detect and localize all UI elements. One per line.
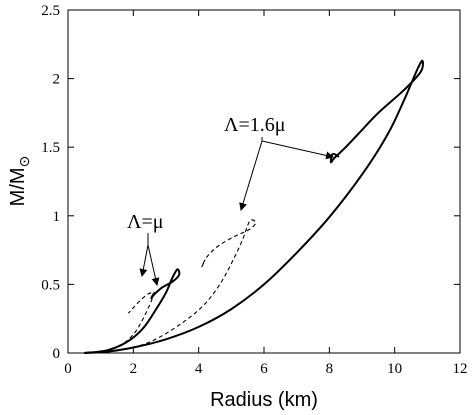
series-curve-1-dashed — [84, 219, 257, 354]
y-axis-label: M/M⊙ — [7, 156, 32, 207]
x-axis-label: Radius (km) — [210, 389, 318, 411]
y-tick-label: 0.5 — [41, 277, 60, 293]
arrow-1-6mu-right — [261, 137, 334, 160]
plot-frame — [67, 9, 461, 354]
y-tick-label: 1 — [53, 209, 61, 225]
x-tick-label: 8 — [326, 361, 334, 377]
y-tick-label: 2.5 — [41, 3, 60, 19]
curves-group — [84, 59, 424, 354]
arrow-1-6mu-left — [239, 140, 263, 211]
axis-ticks: 0 2 4 6 8 10 12 0 0.5 1 1.5 2 2.5 — [41, 3, 467, 377]
annotation-lambda-mu: Λ=μ — [127, 211, 164, 233]
x-tick-label: 6 — [260, 361, 268, 377]
series-curve-3-dashed — [84, 291, 156, 354]
y-tick-label: 1.5 — [41, 140, 60, 156]
y-axis-label-main: M/M — [7, 167, 29, 206]
annotation-lambda-1-6mu: Λ=1.6μ — [224, 114, 286, 136]
x-tick-label: 2 — [130, 361, 138, 377]
svg-text:M/M⊙: M/M⊙ — [7, 156, 32, 207]
annotation-arrows — [139, 137, 334, 286]
y-tick-label: 2 — [53, 72, 61, 88]
x-tick-label: 10 — [387, 361, 402, 377]
x-tick-label: 12 — [453, 361, 468, 377]
x-tick-label: 4 — [195, 361, 203, 377]
arrow-mu-right — [147, 244, 160, 286]
y-axis-label-sub: ⊙ — [16, 156, 32, 168]
y-tick-label: 0 — [53, 346, 61, 362]
arrow-mu-left — [139, 233, 149, 277]
x-tick-label: 0 — [64, 361, 72, 377]
series-curve-0-solid — [84, 59, 424, 354]
